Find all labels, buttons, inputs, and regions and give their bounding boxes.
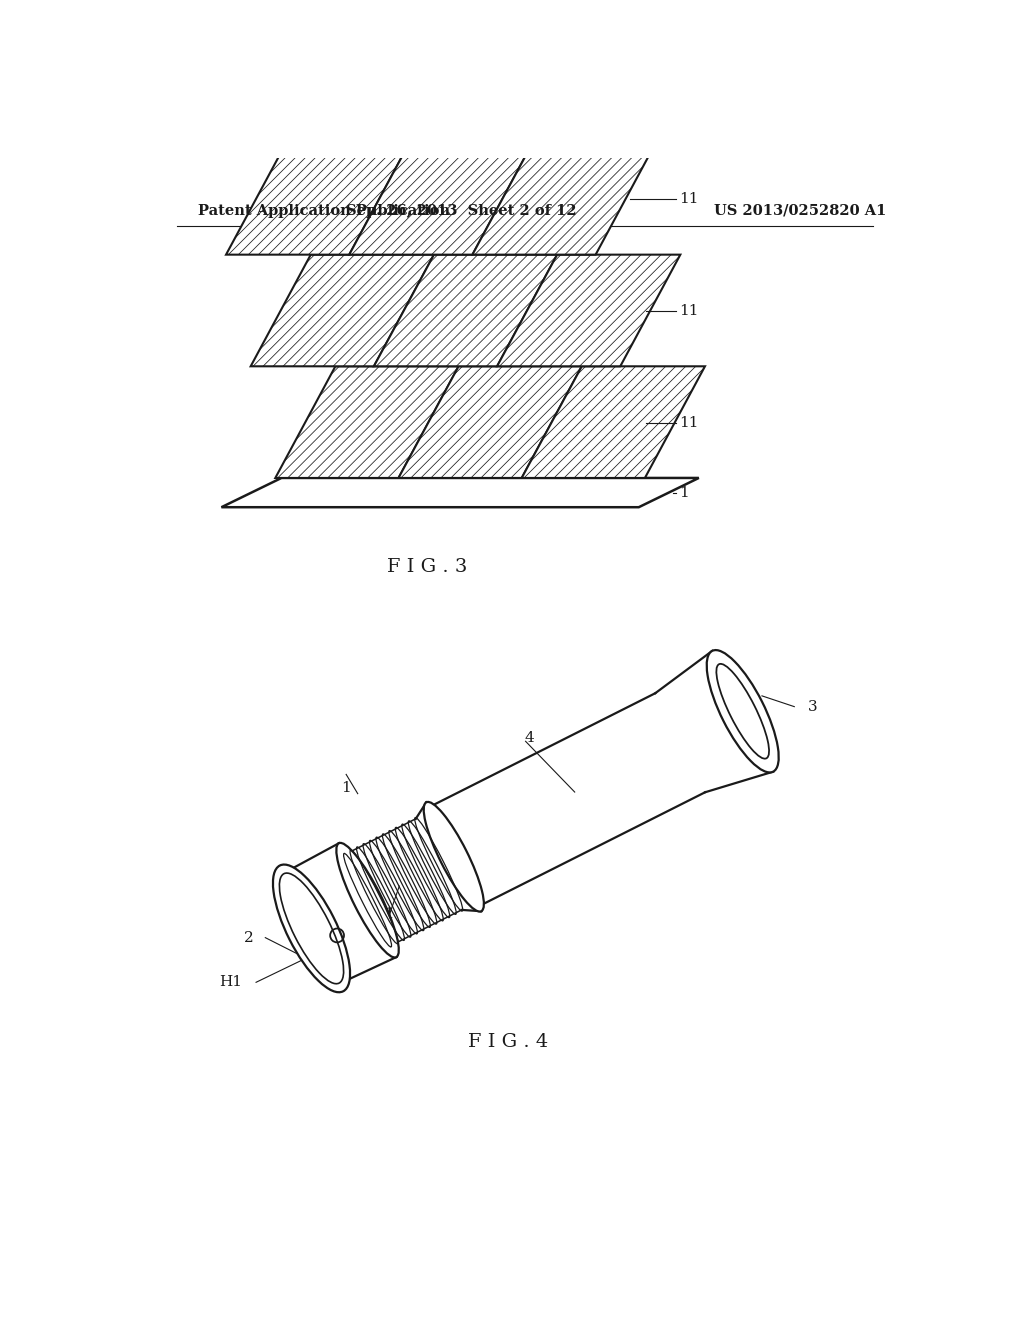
Polygon shape: [472, 143, 655, 255]
Text: Sep. 26, 2013  Sheet 2 of 12: Sep. 26, 2013 Sheet 2 of 12: [346, 203, 577, 218]
Text: 11: 11: [680, 304, 699, 318]
Text: 1: 1: [680, 486, 689, 499]
Text: 11: 11: [375, 907, 394, 921]
Ellipse shape: [280, 873, 344, 983]
Polygon shape: [374, 255, 557, 367]
Text: F I G . 4: F I G . 4: [468, 1034, 548, 1051]
Polygon shape: [398, 367, 582, 478]
Polygon shape: [497, 255, 680, 367]
Polygon shape: [275, 367, 459, 478]
Text: H1: H1: [219, 975, 243, 989]
Polygon shape: [349, 143, 532, 255]
Text: Patent Application Publication: Patent Application Publication: [199, 203, 451, 218]
Text: 3: 3: [808, 700, 818, 714]
Polygon shape: [251, 255, 434, 367]
Text: 1: 1: [341, 780, 351, 795]
Ellipse shape: [424, 803, 484, 912]
Text: F I G . 3: F I G . 3: [387, 557, 467, 576]
Ellipse shape: [717, 664, 769, 759]
Ellipse shape: [273, 865, 350, 993]
Polygon shape: [226, 143, 410, 255]
Polygon shape: [521, 367, 705, 478]
Text: US 2013/0252820 A1: US 2013/0252820 A1: [715, 203, 887, 218]
Text: 4: 4: [524, 731, 535, 744]
Ellipse shape: [707, 649, 778, 772]
Ellipse shape: [336, 843, 398, 957]
Polygon shape: [221, 478, 698, 507]
Text: 11: 11: [680, 193, 699, 206]
Text: 11: 11: [680, 416, 699, 429]
Text: 2: 2: [244, 931, 254, 945]
